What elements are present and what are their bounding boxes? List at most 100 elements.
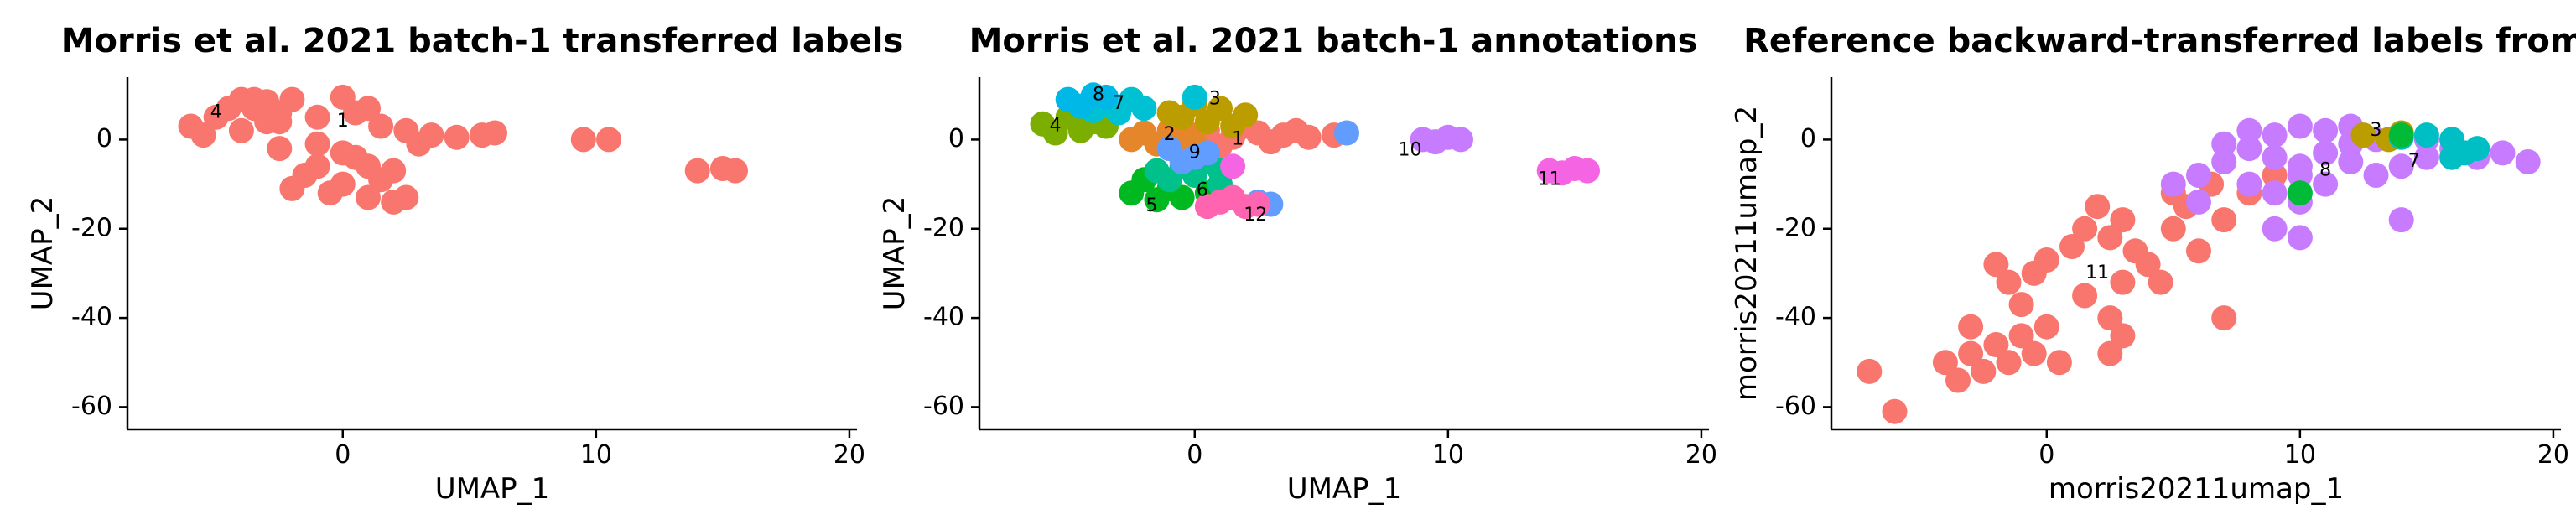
data-point <box>2490 140 2516 166</box>
data-point <box>570 127 596 153</box>
axes: 0 10 20 0 -20 -40 -60 <box>1775 77 2569 470</box>
data-point <box>684 158 710 184</box>
x-axis-label: UMAP_1 <box>435 472 550 506</box>
data-point <box>368 113 394 139</box>
data-point <box>381 158 407 184</box>
panel-backward-transferred-labels: 11 8 3 7 0 10 20 0 -20 -40 -60 Reference backward… <box>1730 22 2576 506</box>
cluster-label: 7 <box>2408 151 2420 172</box>
cluster-label: 3 <box>2371 120 2382 141</box>
data-point <box>2262 122 2288 148</box>
data-point <box>2338 149 2364 174</box>
data-point <box>2236 171 2262 197</box>
data-point <box>1194 109 1220 135</box>
data-point <box>342 144 368 170</box>
data-point <box>228 117 254 143</box>
chart-title: Morris et al. 2021 batch-1 transferred l… <box>61 22 904 60</box>
data-point <box>1996 269 2022 295</box>
data-point <box>1958 340 1984 366</box>
cluster-label: 7 <box>1113 93 1124 114</box>
data-point <box>2186 238 2211 264</box>
data-point <box>2211 131 2237 157</box>
data-point <box>1448 127 1473 153</box>
x-tick-label: 10 <box>580 440 612 470</box>
data-point <box>267 136 293 162</box>
data-point <box>1932 350 1958 376</box>
data-point <box>1945 367 1971 393</box>
data-point <box>2186 163 2211 188</box>
x-tick-label: 0 <box>335 440 351 470</box>
data-point <box>2313 140 2339 166</box>
data-point <box>2388 153 2414 179</box>
data-point <box>2262 163 2288 188</box>
cluster-labels: 14 <box>210 102 349 132</box>
data-point <box>2046 350 2072 376</box>
cluster-labels: 11 8 3 7 <box>2085 120 2420 283</box>
data-point <box>1220 153 1246 179</box>
cluster-label: 8 <box>1093 84 1104 105</box>
x-axis-label: UMAP_1 <box>1287 472 1402 506</box>
cluster-label: 5 <box>1145 195 1157 216</box>
data-point <box>304 153 330 179</box>
cluster-label: 1 <box>337 111 349 132</box>
data-point <box>1882 398 1908 424</box>
data-point <box>254 89 280 115</box>
data-point <box>1156 100 1182 126</box>
cluster-label: 6 <box>1197 180 1208 201</box>
data-point <box>2008 323 2034 349</box>
data-point <box>2313 117 2339 143</box>
data-point <box>2413 144 2439 170</box>
data-point <box>1093 84 1119 110</box>
data-point <box>2033 314 2059 340</box>
x-tick-label: 20 <box>834 440 865 470</box>
data-point <box>2287 163 2313 188</box>
x-tick-label: 20 <box>1685 440 1717 470</box>
cluster-label: 11 <box>2085 262 2109 283</box>
data-point <box>2097 305 2123 331</box>
data-point <box>1983 332 2009 357</box>
data-point <box>1194 194 1220 220</box>
data-point <box>2211 207 2237 233</box>
scatter-points <box>1857 113 2541 424</box>
cluster-label: 4 <box>1050 116 1062 137</box>
data-point <box>2236 136 2262 162</box>
data-point <box>1169 149 1195 174</box>
data-point <box>2135 252 2161 278</box>
data-point <box>1119 127 1145 153</box>
data-point <box>2160 171 2186 197</box>
y-tick-label: -40 <box>923 303 964 332</box>
cluster-label: 9 <box>1189 142 1201 163</box>
data-point <box>1042 120 1068 146</box>
data-point <box>2287 225 2313 251</box>
data-point <box>2148 269 2174 295</box>
data-point <box>2363 163 2389 188</box>
data-point <box>2439 144 2465 170</box>
data-point <box>2160 216 2186 242</box>
data-point <box>1857 358 1883 384</box>
data-point <box>2085 194 2111 220</box>
y-tick-label: -60 <box>71 392 112 421</box>
data-point <box>190 122 216 148</box>
data-point <box>2008 292 2034 318</box>
data-point <box>1996 350 2022 376</box>
data-point <box>2350 122 2376 148</box>
scatter-points <box>178 84 748 215</box>
y-tick-label: 0 <box>948 124 964 153</box>
cluster-label: 2 <box>1164 124 1176 145</box>
data-point <box>228 86 254 112</box>
data-point <box>2110 269 2136 295</box>
data-point <box>2097 225 2123 251</box>
y-tick-label: -40 <box>71 303 112 332</box>
x-tick-label: 20 <box>2537 440 2569 470</box>
x-tick-label: 10 <box>2284 440 2316 470</box>
x-tick-label: 10 <box>1432 440 1464 470</box>
data-point <box>1422 129 1448 155</box>
data-point <box>2464 136 2490 162</box>
panel-batch1-transferred-labels: 14 0 10 200-20-40-60 Morris et al. 2021 ba… <box>26 22 903 506</box>
data-point <box>2388 122 2414 148</box>
data-point <box>2262 180 2288 206</box>
x-tick-label: 0 <box>2038 440 2054 470</box>
data-point <box>2313 171 2339 197</box>
data-point <box>482 120 507 146</box>
